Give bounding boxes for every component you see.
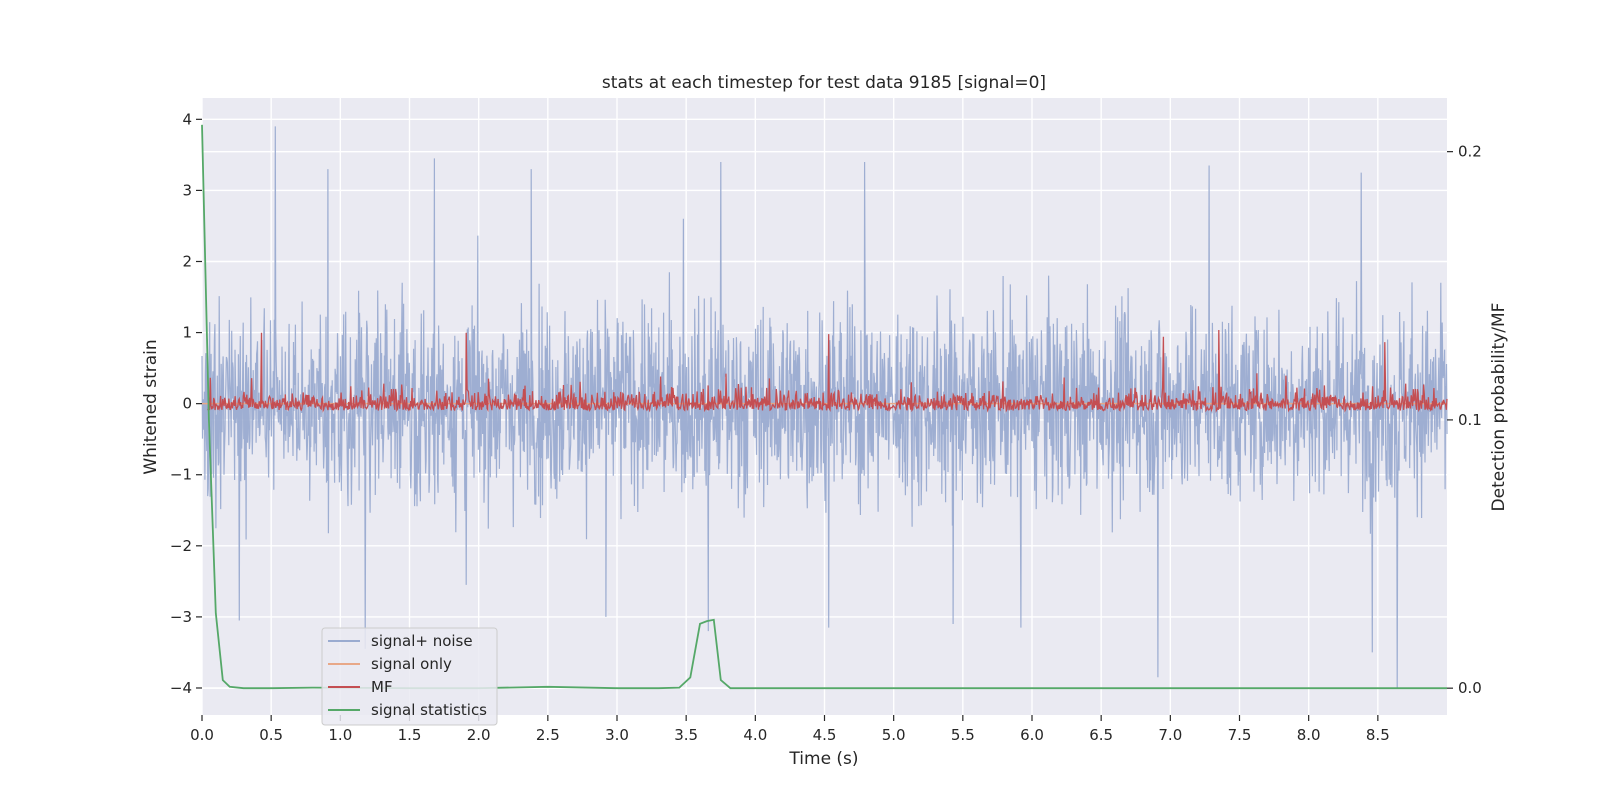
y-tick-label: 3 xyxy=(182,181,192,199)
x-tick-label: 6.0 xyxy=(1020,726,1044,744)
y-tick-label: 1 xyxy=(182,324,192,342)
x-tick-label: 8.0 xyxy=(1297,726,1321,744)
y2-tick-label: 0.0 xyxy=(1458,679,1482,697)
left-axis: −4 −3 −2 −1 0 1 2 3 4 xyxy=(170,110,202,697)
legend: signal+ noise signal only MF signal stat… xyxy=(321,627,498,726)
y-tick-label: −2 xyxy=(170,537,192,555)
x-tick-label: 0.5 xyxy=(259,726,283,744)
y-tick-label: 4 xyxy=(182,110,192,128)
x-tick-label: 4.0 xyxy=(743,726,767,744)
x-axis-title: Time (s) xyxy=(788,749,858,769)
y-tick-label: −1 xyxy=(170,466,192,484)
y-tick-label: 0 xyxy=(182,395,192,413)
x-tick-label: 7.5 xyxy=(1228,726,1252,744)
x-tick-label: 1.5 xyxy=(398,726,422,744)
y2-tick-label: 0.2 xyxy=(1458,143,1482,161)
y-tick-label: 2 xyxy=(182,252,192,270)
mf-series xyxy=(207,329,1448,413)
x-tick-label: 7.0 xyxy=(1158,726,1182,744)
y2-axis-title: Detection probability/MF xyxy=(1489,303,1509,512)
x-tick-label: 3.5 xyxy=(674,726,698,744)
x-tick-label: 5.5 xyxy=(951,726,975,744)
chart-title: stats at each timestep for test data 918… xyxy=(602,73,1046,93)
x-tick-label: 3.0 xyxy=(605,726,629,744)
legend-label-signal-only: signal only xyxy=(371,655,452,673)
signal-statistics-line xyxy=(201,124,1447,690)
x-tick-label: 2.5 xyxy=(536,726,560,744)
mf-line xyxy=(207,329,1448,413)
signal-noise-series xyxy=(201,126,1448,689)
signal-statistics-series xyxy=(201,124,1447,690)
y2-tick-label: 0.1 xyxy=(1458,411,1482,429)
y-tick-label: −4 xyxy=(170,679,192,697)
x-tick-label: 6.5 xyxy=(1089,726,1113,744)
legend-label-signal-noise: signal+ noise xyxy=(371,632,473,650)
right-axis: 0.0 0.1 0.2 xyxy=(1447,143,1482,697)
x-tick-label: 0.0 xyxy=(190,726,214,744)
x-tick-label: 5.0 xyxy=(882,726,906,744)
legend-box xyxy=(321,627,498,726)
y-tick-label: −3 xyxy=(170,608,192,626)
x-tick-label: 4.5 xyxy=(813,726,837,744)
x-tick-label: 2.0 xyxy=(467,726,491,744)
x-axis: 0.0 0.5 1.0 1.5 2.0 2.5 3.0 3.5 4.0 4.5 5.0 5.5 6.0 6… xyxy=(190,715,1390,744)
legend-label-signal-statistics: signal statistics xyxy=(371,701,487,719)
y-axis-title: Whitened strain xyxy=(141,339,161,474)
legend-label-mf: MF xyxy=(371,678,393,696)
x-tick-label: 8.5 xyxy=(1366,726,1390,744)
signal-noise-line xyxy=(201,126,1448,689)
x-tick-label: 1.0 xyxy=(328,726,352,744)
